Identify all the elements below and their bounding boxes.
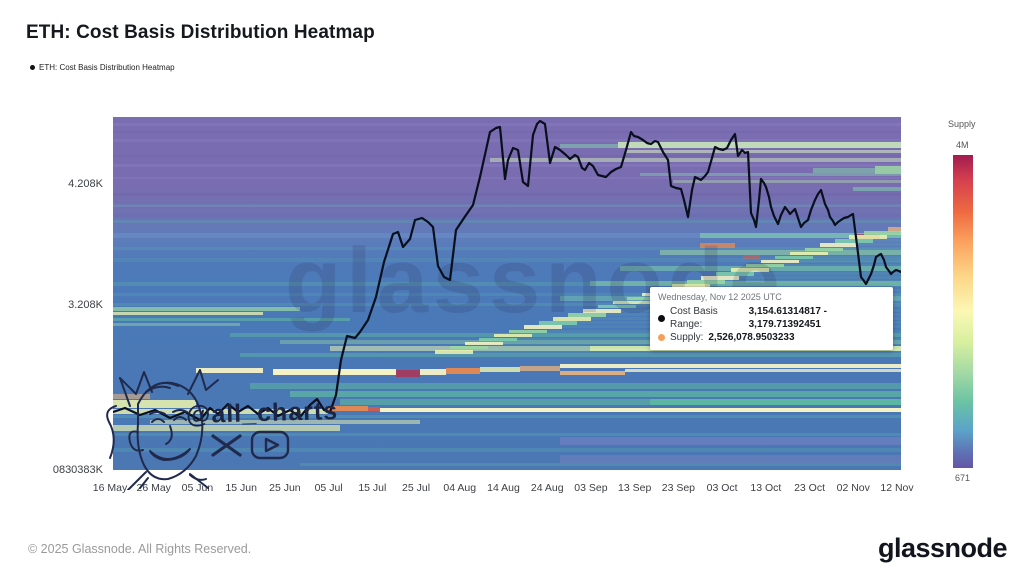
chart-tooltip: Wednesday, Nov 12 2025 UTC Cost Basis Ra… (650, 287, 893, 350)
legend-label: ETH: Cost Basis Distribution Heatmap (39, 63, 175, 72)
x-axis-label: 24 Aug (530, 482, 564, 494)
tooltip-cost-basis-row: Cost Basis Range: 3,154.61314817 - 3,179… (658, 305, 885, 331)
x-axis-label: 13 Sep (618, 482, 652, 494)
tooltip-date: Wednesday, Nov 12 2025 UTC (658, 292, 782, 302)
tooltip-supply-row: Supply: 2,526,078.9503233 (658, 331, 885, 344)
x-axis-label: 02 Nov (836, 482, 870, 494)
footer-copyright: © 2025 Glassnode. All Rights Reserved. (28, 542, 252, 556)
x-axis-label: 12 Nov (880, 482, 914, 494)
colorbar-gradient (953, 155, 973, 468)
legend-item[interactable]: ETH: Cost Basis Distribution Heatmap (30, 63, 175, 72)
x-axis-label: 05 Jun (181, 482, 214, 494)
x-axis-label: 15 Jun (225, 482, 257, 494)
x-axis-label: 15 Jul (358, 482, 387, 494)
x-axis-label: 03 Oct (706, 482, 738, 494)
x-axis-label: 14 Aug (487, 482, 520, 494)
x-axis-label: 23 Oct (794, 482, 826, 494)
cost-basis-value: 3,154.61314817 - 3,179.71392451 (748, 306, 828, 330)
x-axis-label: 03 Sep (574, 482, 608, 494)
supply-value: 2,526,078.9503233 (708, 332, 795, 343)
price-line-chart (113, 119, 901, 422)
colorbar-min-label: 671 (955, 473, 971, 483)
x-axis-label: 25 Jun (269, 482, 301, 494)
glassnode-logo[interactable]: glassnode (877, 533, 1008, 563)
cost-basis-dot-icon (658, 314, 665, 322)
cost-basis-label: Cost Basis Range: (670, 306, 718, 330)
y-axis-label-top: 4.208K (68, 178, 103, 190)
colorbar-title: Supply (948, 119, 976, 129)
x-axis-label: 16 May (92, 482, 128, 494)
chart-title: ETH: Cost Basis Distribution Heatmap (26, 22, 375, 43)
x-axis: 16 May 26 May 05 Jun 15 Jun 25 Jun 05 Jul 15 J… (0, 482, 1032, 498)
x-axis-label: 13 Oct (750, 482, 782, 494)
supply-label: Supply: (670, 332, 704, 343)
x-axis-label: 23 Sep (661, 482, 696, 494)
y-axis-label-bottom: 0830383K (52, 464, 103, 476)
x-axis-label: 26 May (136, 482, 171, 494)
x-axis-label: 25 Jul (402, 482, 431, 494)
x-axis-label: 05 Jul (314, 482, 343, 494)
y-axis-label-mid: 3.208K (68, 299, 103, 311)
x-axis-label: 04 Aug (443, 482, 477, 494)
supply-dot-icon (658, 334, 665, 341)
legend-dot-icon (30, 65, 35, 70)
colorbar-max-label: 4M (956, 140, 969, 150)
